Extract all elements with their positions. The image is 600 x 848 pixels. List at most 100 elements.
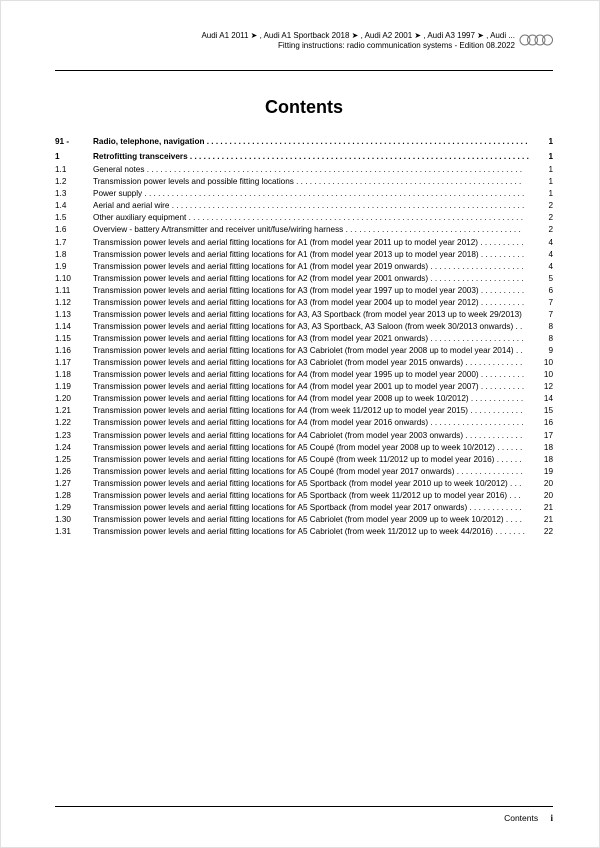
leader-dots: . . . (509, 491, 520, 500)
header-line-1: Audi A1 2011 ➤ , Audi A1 Sportback 2018 … (201, 31, 515, 41)
toc-item-label: Transmission power levels and aerial fit… (93, 490, 529, 501)
toc-item-page: 21 (529, 514, 553, 525)
toc-item-label: Transmission power levels and aerial fit… (93, 369, 529, 380)
toc-item-number: 1.24 (55, 442, 93, 453)
toc-item-page: 17 (529, 430, 553, 441)
toc-item: 1.28Transmission power levels and aerial… (55, 490, 553, 501)
toc-item-number: 1.5 (55, 212, 93, 223)
toc-item: 1.31Transmission power levels and aerial… (55, 526, 553, 537)
toc-item-number: 1.3 (55, 188, 93, 199)
section-number: 91 - (55, 136, 93, 147)
subhead-number: 1 (55, 151, 93, 162)
subhead-page: 1 (529, 151, 553, 162)
toc-item-page: 18 (529, 442, 553, 453)
leader-dots: . . . . . . . . . . (481, 298, 524, 307)
toc-item: 1.4Aerial and aerial wire . . . . . . . … (55, 200, 553, 211)
leader-dots: . . . . . . . . . . . . . . . . . . . . … (147, 165, 522, 174)
toc-item-number: 1.11 (55, 285, 93, 296)
toc-item-page: 5 (529, 273, 553, 284)
toc-item-number: 1.8 (55, 249, 93, 260)
leader-dots: . . . . . . . . . . . . . . . . . . . . … (430, 274, 523, 283)
toc-item-label: Transmission power levels and aerial fit… (93, 466, 529, 477)
toc-item-number: 1.16 (55, 345, 93, 356)
leader-dots: . . . . . . . . . . (481, 250, 524, 259)
toc-item: 1.29Transmission power levels and aerial… (55, 502, 553, 513)
toc-item: 1.5Other auxiliary equipment . . . . . .… (55, 212, 553, 223)
toc-item-number: 1.14 (55, 321, 93, 332)
footer-page-roman: i (550, 813, 553, 823)
toc-item-number: 1.1 (55, 164, 93, 175)
toc-item-page: 4 (529, 261, 553, 272)
toc-item-label: Transmission power levels and aerial fit… (93, 249, 529, 260)
subhead-title: Retrofitting transceivers . . . . . . . … (93, 151, 529, 162)
toc-item-label: Transmission power levels and aerial fit… (93, 321, 529, 332)
footer-rule (55, 806, 553, 807)
toc-item-label: Aerial and aerial wire . . . . . . . . .… (93, 200, 529, 211)
leader-dots: . . . . . . . . . . (481, 286, 524, 295)
toc-item: 1.26Transmission power levels and aerial… (55, 466, 553, 477)
leader-dots: . . . . . . . . . . . . . . . (457, 467, 523, 476)
leader-dots: . . . . . . . . . . . . . . . . . . . . … (430, 262, 523, 271)
toc-item-label: Transmission power levels and aerial fit… (93, 273, 529, 284)
toc-item: 1.18Transmission power levels and aerial… (55, 369, 553, 380)
toc-item: 1.17Transmission power levels and aerial… (55, 357, 553, 368)
toc-item-page: 7 (529, 297, 553, 308)
toc-item-label: Overview - battery A/transmitter and rec… (93, 224, 529, 235)
toc-item-label: Transmission power levels and aerial fit… (93, 526, 529, 537)
leader-dots: . . . . . . . . . . (480, 238, 523, 247)
toc-item: 1.21Transmission power levels and aerial… (55, 405, 553, 416)
toc-item-page: 18 (529, 454, 553, 465)
toc-item-label: Power supply . . . . . . . . . . . . . .… (93, 188, 529, 199)
toc-item-number: 1.22 (55, 417, 93, 428)
toc-item-label: Transmission power levels and aerial fit… (93, 381, 529, 392)
toc-item: 1.24Transmission power levels and aerial… (55, 442, 553, 453)
toc-item: 1.22Transmission power levels and aerial… (55, 417, 553, 428)
toc-item: 1.20Transmission power levels and aerial… (55, 393, 553, 404)
toc-item-number: 1.26 (55, 466, 93, 477)
toc-item-number: 1.27 (55, 478, 93, 489)
toc-item-number: 1.2 (55, 176, 93, 187)
toc-item: 1.9Transmission power levels and aerial … (55, 261, 553, 272)
toc-item-label: Transmission power levels and aerial fit… (93, 261, 529, 272)
toc-item: 1.2Transmission power levels and possibl… (55, 176, 553, 187)
header-text: Audi A1 2011 ➤ , Audi A1 Sportback 2018 … (201, 31, 515, 52)
toc-item: 1.8Transmission power levels and aerial … (55, 249, 553, 260)
toc-item-label: Transmission power levels and aerial fit… (93, 345, 529, 356)
leader-dots: . . . . . . . . . . . . . (465, 431, 522, 440)
toc-item-label: Other auxiliary equipment . . . . . . . … (93, 212, 529, 223)
toc-item-number: 1.17 (55, 357, 93, 368)
toc-item: 1.15Transmission power levels and aerial… (55, 333, 553, 344)
toc-item: 1.27Transmission power levels and aerial… (55, 478, 553, 489)
leader-dots: . . . . . . (497, 443, 522, 452)
toc-item-page: 8 (529, 321, 553, 332)
toc-item-number: 1.7 (55, 237, 93, 248)
toc-item: 1.30Transmission power levels and aerial… (55, 514, 553, 525)
toc-item: 1.14Transmission power levels and aerial… (55, 321, 553, 332)
toc-item: 1.19Transmission power levels and aerial… (55, 381, 553, 392)
footer-label: Contents (504, 813, 538, 823)
toc-item-page: 21 (529, 502, 553, 513)
toc-item-number: 1.20 (55, 393, 93, 404)
leader-dots: . . . . . . . . . . . . (470, 503, 522, 512)
toc-item: 1.25Transmission power levels and aerial… (55, 454, 553, 465)
toc-item-page: 6 (529, 285, 553, 296)
toc-item-label: Transmission power levels and aerial fit… (93, 297, 529, 308)
toc-subheading: 1 Retrofitting transceivers . . . . . . … (55, 151, 553, 162)
toc-item-page: 2 (529, 224, 553, 235)
leader-dots: . . . . . . . . . . (481, 382, 524, 391)
toc-item-label: Transmission power levels and aerial fit… (93, 417, 529, 428)
section-title: Radio, telephone, navigation . . . . . .… (93, 136, 529, 147)
toc-item-label: Transmission power levels and aerial fit… (93, 502, 529, 513)
toc-item-page: 4 (529, 237, 553, 248)
toc-item-label: Transmission power levels and aerial fit… (93, 333, 529, 344)
leader-dots: . . . (510, 479, 521, 488)
contents-title: Contents (55, 97, 553, 118)
toc-item-page: 7 (529, 309, 553, 320)
page: Audi A1 2011 ➤ , Audi A1 Sportback 2018 … (0, 0, 600, 848)
toc-item-label: Transmission power levels and aerial fit… (93, 430, 529, 441)
table-of-contents: 91 - Radio, telephone, navigation . . . … (55, 136, 553, 537)
toc-item-page: 10 (529, 369, 553, 380)
page-header: Audi A1 2011 ➤ , Audi A1 Sportback 2018 … (55, 31, 553, 71)
toc-items-list: 1.1General notes . . . . . . . . . . . .… (55, 164, 553, 537)
toc-item-number: 1.15 (55, 333, 93, 344)
